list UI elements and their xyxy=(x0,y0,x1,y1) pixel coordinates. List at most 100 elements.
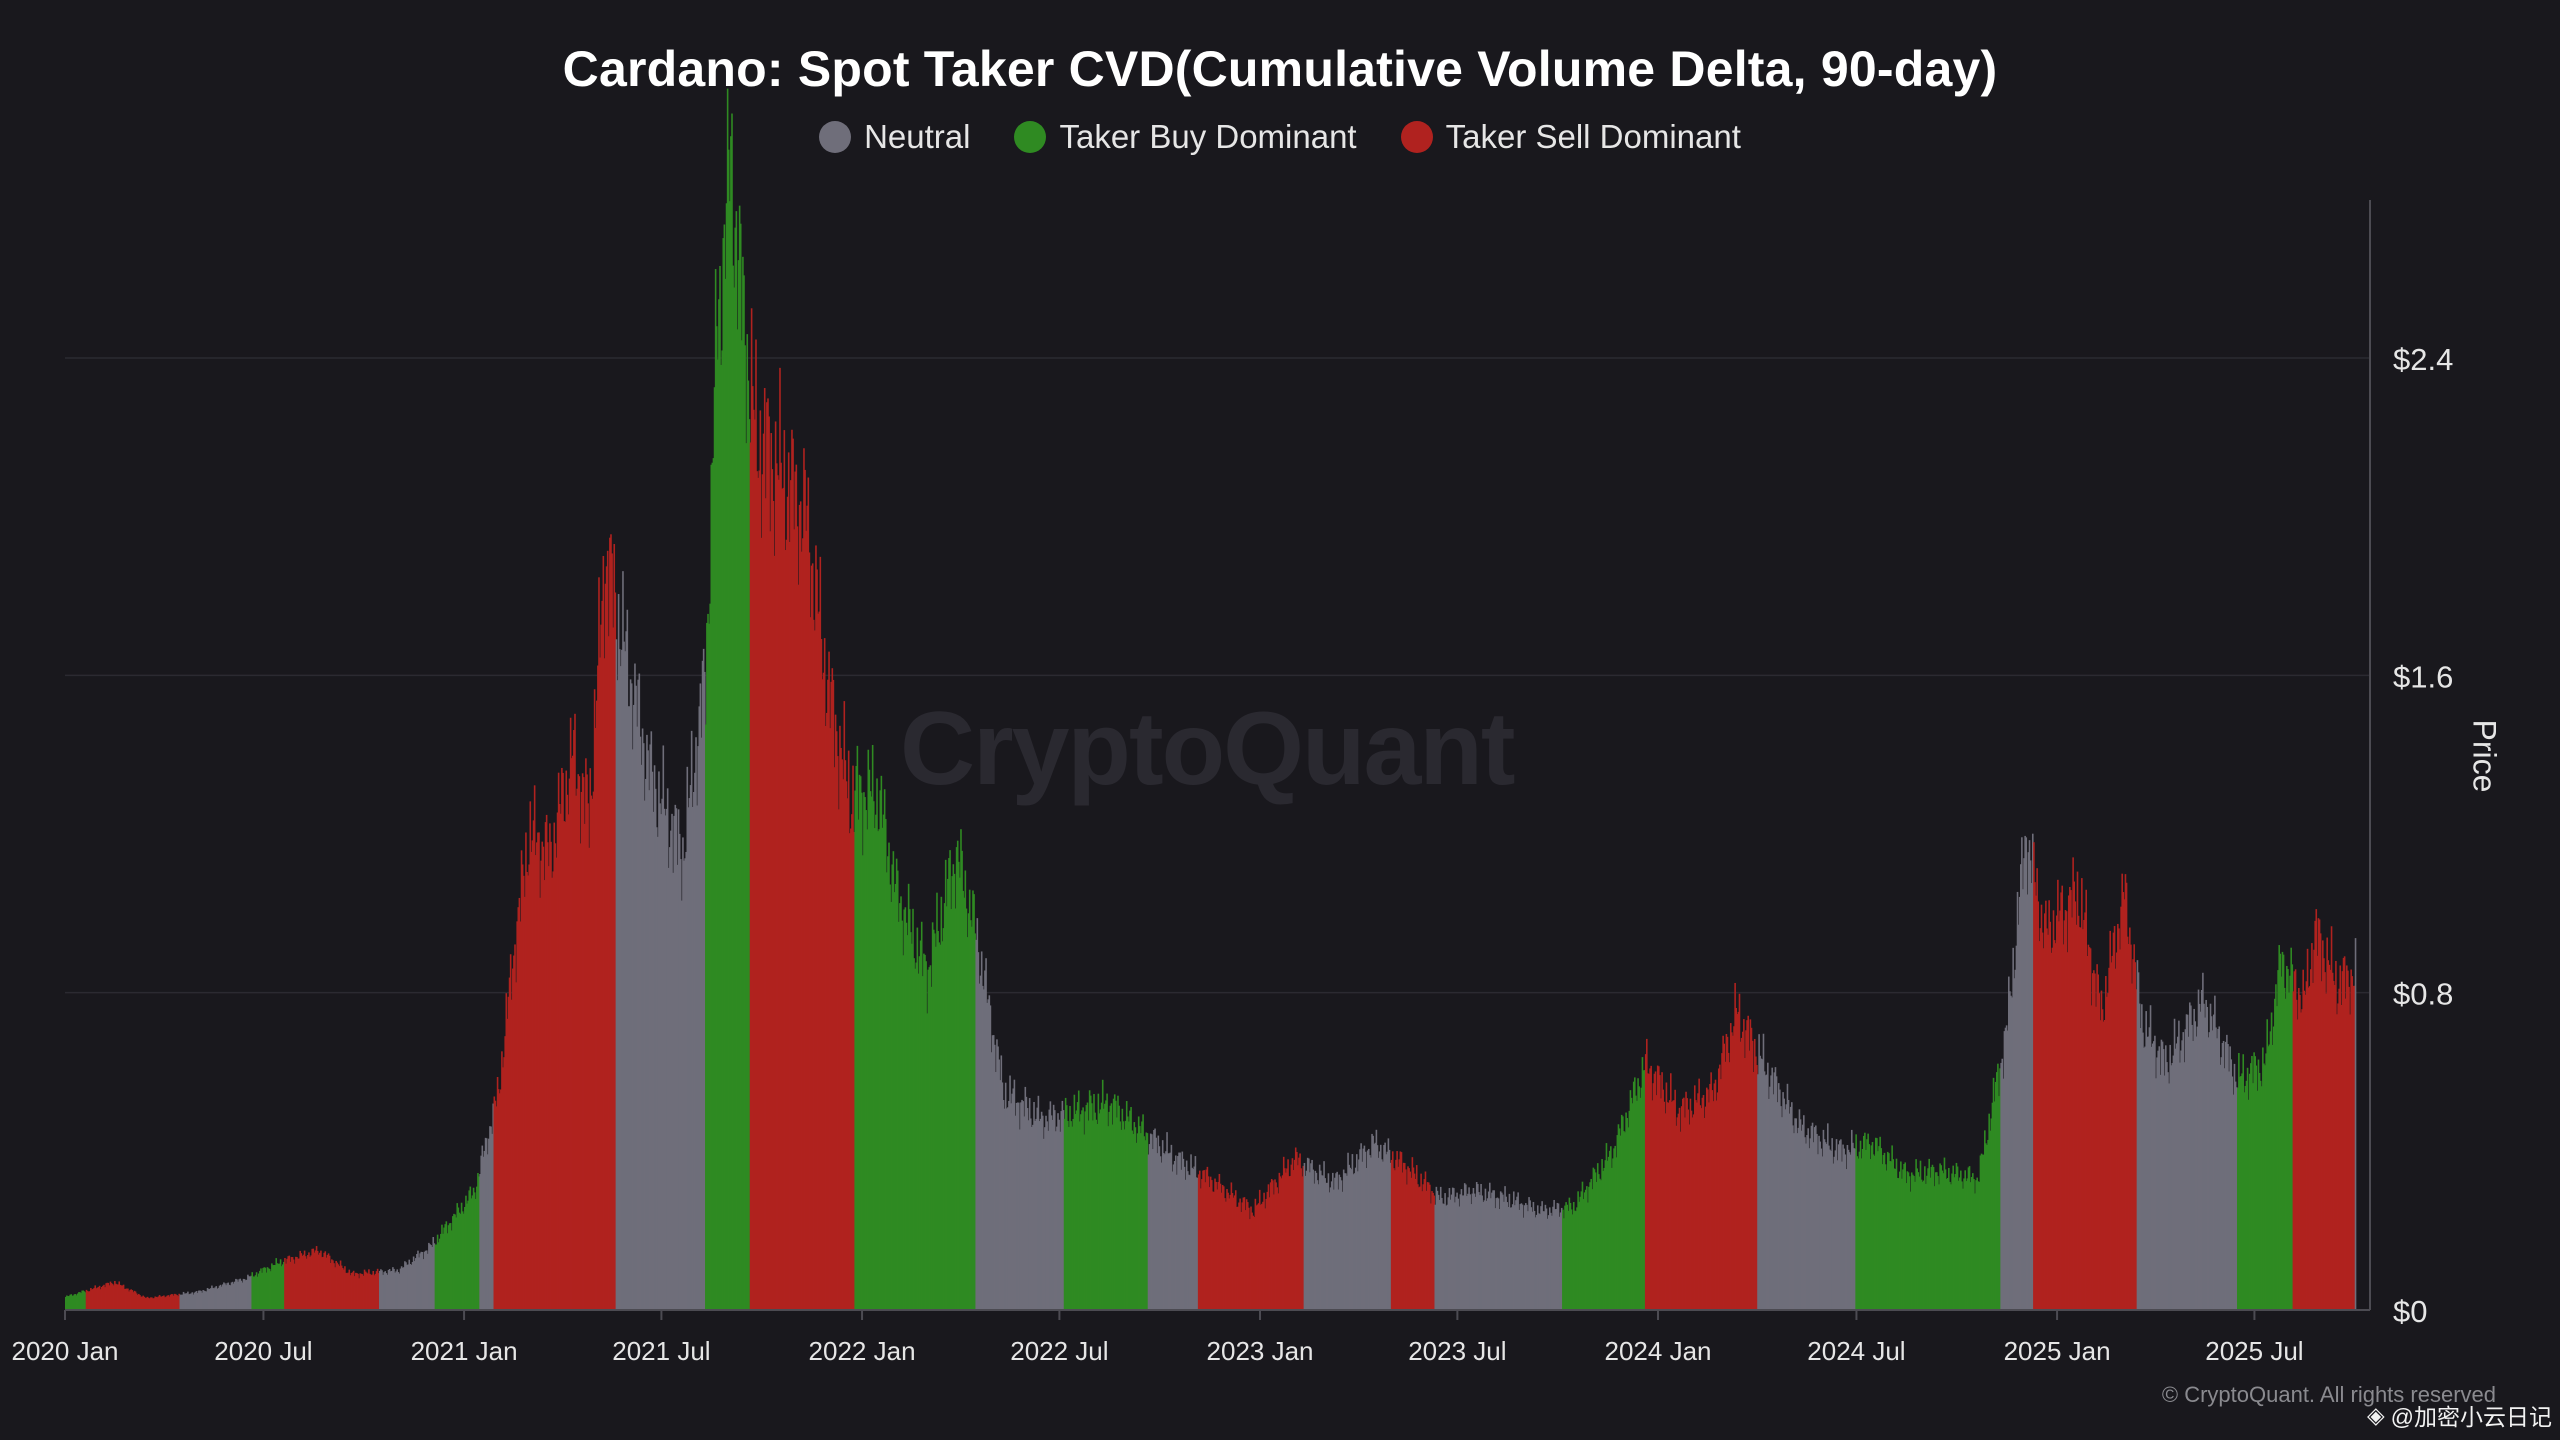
price-bar xyxy=(1569,1203,1572,1310)
price-bar xyxy=(367,1273,369,1310)
price-bar xyxy=(1123,1129,1126,1310)
price-bar xyxy=(2324,972,2326,1310)
price-bar xyxy=(1004,1082,1007,1310)
price-bar xyxy=(2354,938,2357,1310)
price-bar xyxy=(1492,1190,1494,1310)
price-bar xyxy=(90,1287,92,1310)
price-bar xyxy=(345,1272,347,1310)
price-bar xyxy=(460,1202,463,1310)
price-bar xyxy=(116,1284,118,1310)
price-bar xyxy=(1253,1216,1256,1310)
price-bar xyxy=(862,855,864,1310)
price-bar xyxy=(1044,1127,1046,1310)
price-bar xyxy=(1412,1167,1415,1310)
price-bar xyxy=(2050,952,2053,1310)
price-bar xyxy=(818,611,821,1310)
price-bar xyxy=(654,788,657,1310)
price-bar xyxy=(498,1093,501,1310)
price-bar xyxy=(121,1285,124,1310)
price-bar xyxy=(82,1290,85,1310)
price-bar xyxy=(107,1282,110,1310)
legend-item-buy[interactable]: Taker Buy Dominant xyxy=(1014,118,1357,156)
price-bar xyxy=(1800,1130,1803,1310)
price-bar xyxy=(959,877,961,1310)
price-bar xyxy=(626,609,629,1310)
price-bar xyxy=(2260,1086,2263,1310)
price-bar xyxy=(1499,1191,1502,1310)
price-bar xyxy=(758,470,761,1310)
price-bar xyxy=(2348,986,2350,1310)
price-bar xyxy=(2167,1072,2169,1310)
price-bar xyxy=(1752,1072,1755,1310)
price-bar xyxy=(256,1276,259,1310)
price-bar xyxy=(1053,1110,1056,1310)
price-bar xyxy=(1866,1139,1868,1310)
chart-title: Cardano: Spot Taker CVD(Cumulative Volum… xyxy=(562,41,1998,97)
price-bar xyxy=(1457,1198,1459,1310)
price-bar xyxy=(138,1293,140,1310)
price-bar xyxy=(1347,1152,1349,1310)
price-bar xyxy=(1806,1135,1808,1310)
price-bar xyxy=(1904,1162,1907,1310)
price-bar xyxy=(2027,852,2030,1310)
price-bar xyxy=(228,1284,231,1310)
price-bar xyxy=(1028,1098,1031,1310)
price-bar xyxy=(1963,1178,1965,1310)
price-bar xyxy=(1601,1159,1603,1310)
price-bar xyxy=(2327,960,2330,1310)
price-bar xyxy=(860,792,863,1310)
price-bar xyxy=(484,1137,487,1310)
price-bar xyxy=(146,1296,149,1310)
price-bar xyxy=(1451,1187,1454,1310)
price-bar xyxy=(600,624,602,1310)
price-bar xyxy=(1890,1161,1892,1310)
price-bar xyxy=(1660,1098,1662,1310)
price-bar xyxy=(979,975,982,1310)
price-bar xyxy=(1741,1031,1744,1310)
price-bar xyxy=(2203,1003,2205,1310)
price-bar xyxy=(877,831,879,1310)
price-bar xyxy=(205,1291,208,1310)
price-bar xyxy=(1168,1153,1171,1310)
price-bar xyxy=(351,1272,354,1310)
price-bar xyxy=(1496,1197,1499,1310)
legend-item-sell[interactable]: Taker Sell Dominant xyxy=(1400,118,1741,156)
price-bar xyxy=(1990,1118,1993,1310)
price-bar xyxy=(2149,1005,2152,1310)
price-bar xyxy=(1702,1095,1705,1310)
price-bar xyxy=(1512,1191,1515,1310)
price-bar xyxy=(1116,1117,1118,1310)
price-bar xyxy=(578,776,581,1310)
price-bar xyxy=(1039,1118,1042,1310)
price-bar xyxy=(1808,1148,1811,1310)
price-bar xyxy=(1446,1204,1449,1310)
price-bar xyxy=(2292,991,2295,1310)
price-bar xyxy=(1224,1198,1226,1310)
price-bar xyxy=(290,1257,293,1310)
x-axis-tick-labels: 2020 Jan 2020 Jul 2021 Jan 2021 Jul 2022 Jan… xyxy=(12,1310,2304,1366)
price-bar xyxy=(472,1187,475,1310)
price-bar xyxy=(119,1284,122,1310)
price-bar xyxy=(1493,1190,1495,1310)
price-bar xyxy=(2139,1028,2142,1310)
price-bar xyxy=(1739,1041,1742,1310)
price-bar xyxy=(1388,1149,1391,1310)
price-bar xyxy=(686,766,689,1310)
price-bar xyxy=(2060,892,2062,1310)
price-bar xyxy=(1136,1133,1139,1310)
price-bar xyxy=(518,897,521,1310)
price-bar xyxy=(2304,994,2307,1310)
price-bar xyxy=(2090,1005,2093,1310)
price-bar xyxy=(208,1288,211,1310)
legend-item-neutral[interactable]: Neutral xyxy=(819,118,970,156)
price-bar xyxy=(2274,998,2276,1310)
price-bar xyxy=(1824,1142,1827,1310)
price-bar xyxy=(1541,1201,1543,1310)
price-bar xyxy=(1391,1151,1394,1310)
price-bar xyxy=(1701,1097,1704,1310)
price-bar xyxy=(299,1250,302,1310)
x-tick-label: 2021 Jan xyxy=(411,1336,518,1366)
price-bar xyxy=(896,870,899,1310)
price-bar xyxy=(2228,1071,2230,1310)
price-bar xyxy=(2083,919,2085,1310)
